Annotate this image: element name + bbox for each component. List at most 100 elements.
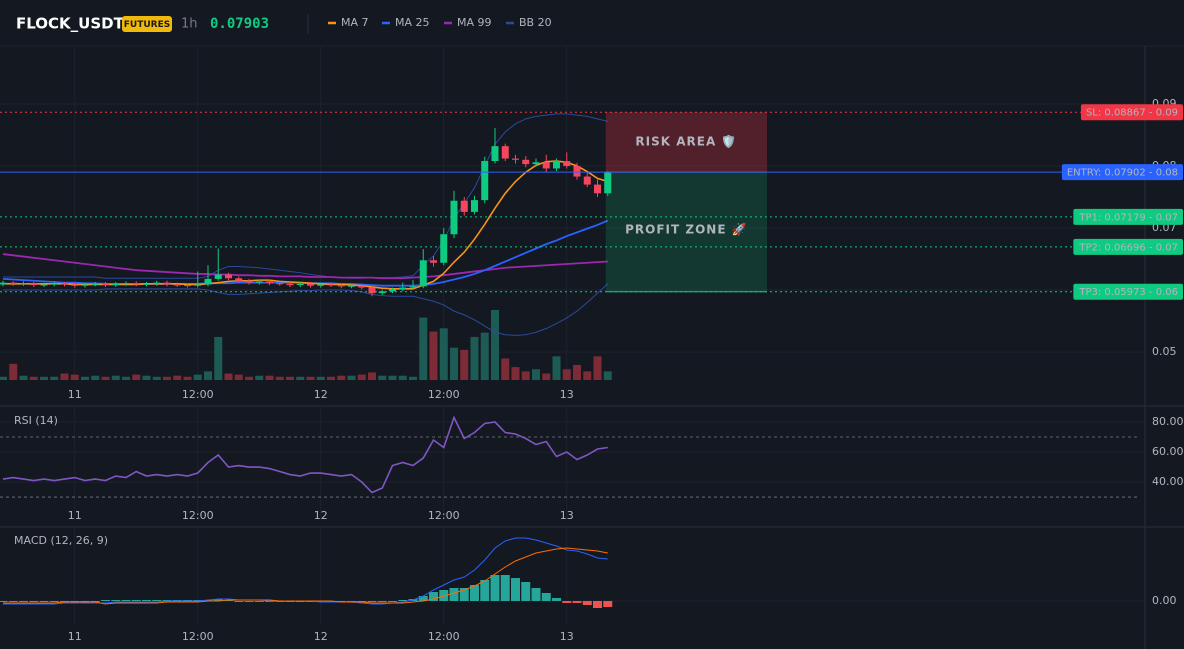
pane-title: MACD (12, 26, 9) [14, 534, 108, 547]
candle-body [194, 284, 202, 286]
volume-bar [316, 376, 325, 380]
histogram-bar [254, 601, 264, 602]
candle-body [419, 260, 427, 287]
volume-bar [378, 375, 387, 380]
volume-bar [224, 373, 233, 380]
histogram-bar [152, 600, 162, 601]
volume-bar [91, 375, 100, 380]
histogram-bar [398, 600, 408, 601]
candle-body [286, 283, 294, 286]
histogram-bar [244, 601, 254, 602]
x-tick-label: 13 [560, 388, 574, 401]
x-tick-label: 13 [560, 509, 574, 522]
zone [605, 172, 767, 292]
candle-body [173, 284, 181, 286]
volume-bar [573, 364, 581, 380]
histogram-bar [142, 600, 151, 601]
volume-bar [460, 349, 469, 380]
volume-bar [501, 358, 510, 380]
histogram-bar [470, 585, 479, 601]
candle-body [132, 283, 140, 285]
volume-bar [388, 375, 397, 380]
x-tick-label: 12:00 [428, 630, 460, 643]
histogram-bar [511, 578, 520, 601]
last-price: 0.07903 [210, 16, 269, 32]
candle-body [389, 289, 396, 292]
volume-bar [173, 375, 182, 380]
histogram-bar [388, 601, 397, 602]
histogram-bar [101, 600, 110, 601]
volume-bar [122, 376, 130, 380]
bb-upper [3, 113, 608, 279]
volume-bar [50, 376, 59, 380]
volume-bar [429, 331, 438, 380]
x-tick-label: 11 [68, 388, 82, 401]
candle-body [307, 283, 314, 286]
candle-body [327, 284, 335, 286]
level-badge [1080, 104, 1183, 121]
candle-body [368, 287, 376, 294]
candle-body [583, 176, 591, 185]
candle-body [30, 283, 38, 286]
histogram-bar [367, 601, 377, 602]
volume-bar [357, 374, 366, 380]
histogram-bar [480, 580, 490, 601]
histogram-bar [459, 588, 469, 601]
volume-bar [214, 336, 223, 380]
x-tick-label: 12 [314, 388, 328, 401]
candle-body [553, 161, 560, 169]
candle-body [266, 281, 273, 284]
candle-body [276, 283, 284, 285]
candle-body [450, 200, 458, 235]
volume-bar [286, 376, 294, 380]
candle-body [184, 285, 191, 287]
volume-bar [296, 376, 305, 380]
legend-label: BB 20 [519, 16, 552, 29]
volume-bar [491, 310, 499, 380]
x-tick-label: 12:00 [182, 388, 214, 401]
histogram-bar [531, 588, 541, 601]
level-badge [1073, 238, 1183, 255]
y-tick-label: 80.00 [1152, 415, 1184, 428]
histogram-bar [449, 588, 459, 601]
x-tick-label: 11 [68, 509, 82, 522]
volume-bar [583, 371, 592, 380]
histogram-bar [111, 600, 121, 601]
x-tick-label: 12:00 [182, 630, 214, 643]
volume-bar [142, 375, 151, 380]
volume-bar [450, 347, 458, 380]
zone-label: PROFIT ZONE 🚀 [625, 223, 748, 237]
level-badge [1073, 208, 1183, 225]
volume-bar [542, 373, 551, 380]
volume-bar [337, 375, 346, 380]
volume-bar [152, 376, 161, 380]
candle-body [91, 283, 99, 285]
y-tick-label: 0.05 [1152, 345, 1177, 358]
x-tick-label: 12:00 [182, 509, 214, 522]
histogram-bar [8, 601, 18, 602]
x-tick-label: 13 [560, 630, 574, 643]
candle-body [471, 200, 478, 212]
level-label: TP1: 0.07179 - 0.07 [1078, 212, 1178, 223]
volume-bar [132, 374, 141, 380]
volume-bar [245, 376, 253, 380]
volume-bar [480, 332, 489, 380]
bb-lower [3, 283, 609, 336]
volume-bar [204, 371, 212, 380]
histogram-bar [593, 601, 602, 608]
x-tick-label: 12 [314, 509, 328, 522]
candle-body [255, 281, 263, 283]
histogram-bar [377, 601, 387, 602]
legend-label: MA 99 [457, 16, 492, 29]
candle-body [573, 165, 581, 177]
rsi-line [2, 415, 608, 494]
candle-body [122, 283, 130, 285]
histogram-bar [500, 575, 510, 601]
histogram-bar [213, 599, 223, 601]
plot [0, 113, 613, 608]
candle-body [512, 158, 519, 160]
futures-badge-bg [122, 16, 172, 32]
candle-body [112, 283, 120, 286]
